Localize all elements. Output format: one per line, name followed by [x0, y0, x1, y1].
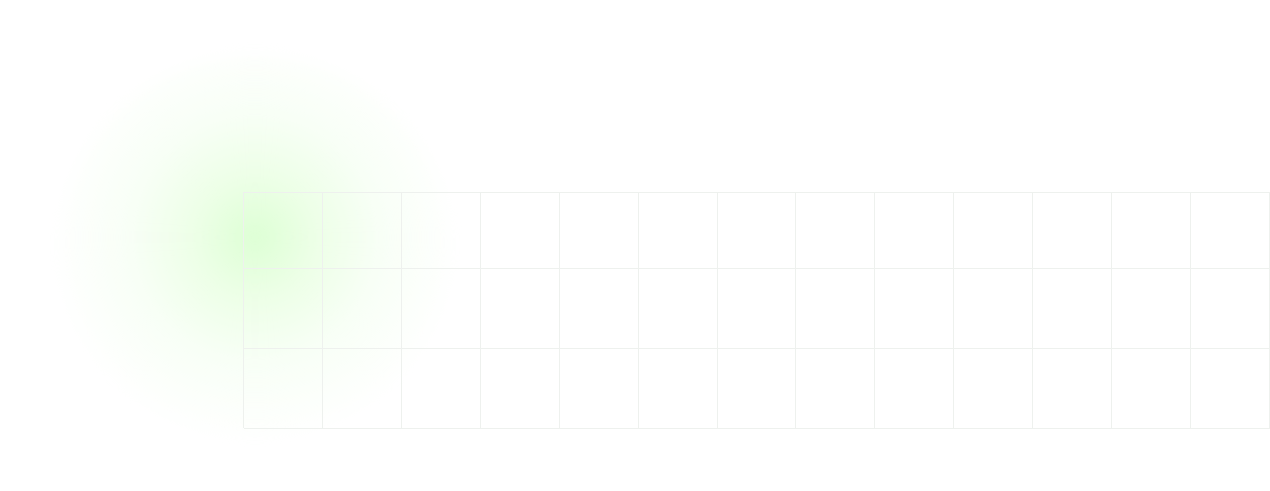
grid-cell — [323, 193, 402, 269]
grid-cell — [1033, 269, 1112, 349]
grid-cell — [954, 193, 1033, 269]
grid-cell — [875, 349, 954, 429]
grid-cell — [954, 269, 1033, 349]
grid-cell — [639, 193, 718, 269]
grid-cell — [402, 193, 481, 269]
grid-cell — [796, 269, 875, 349]
grid-cell — [875, 269, 954, 349]
grid-cell — [796, 193, 875, 269]
grid-cell — [323, 349, 402, 429]
grid-cell — [402, 269, 481, 349]
grid-cell — [481, 349, 560, 429]
grid-cell — [954, 349, 1033, 429]
grid-cell — [1033, 193, 1112, 269]
grid-cell — [1112, 193, 1191, 269]
grid-cell — [639, 349, 718, 429]
grid-cell — [1112, 349, 1191, 429]
grid-cell — [639, 269, 718, 349]
grid-cell — [481, 193, 560, 269]
grid-cell — [560, 349, 639, 429]
grid-cell — [718, 349, 797, 429]
grid-cell — [481, 269, 560, 349]
grid-cell — [244, 349, 323, 429]
grid-pattern — [243, 192, 1270, 428]
grid-cell — [1033, 349, 1112, 429]
grid-cell — [560, 269, 639, 349]
grid-cell — [560, 193, 639, 269]
grid-cell — [402, 349, 481, 429]
grid-cell — [244, 269, 323, 349]
grid-cell — [1191, 349, 1270, 429]
grid-cell — [1191, 193, 1270, 269]
grid-cell — [718, 193, 797, 269]
grid-cell — [244, 193, 323, 269]
grid-cell — [323, 269, 402, 349]
grid-cell — [1191, 269, 1270, 349]
grid-cell — [875, 193, 954, 269]
grid-cell — [796, 349, 875, 429]
grid-cell — [718, 269, 797, 349]
grid-cell — [1112, 269, 1191, 349]
